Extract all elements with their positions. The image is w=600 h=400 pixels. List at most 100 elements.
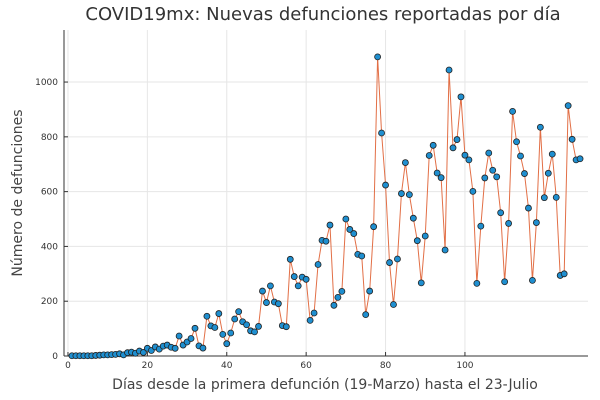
data-point <box>568 135 576 143</box>
data-point <box>540 194 548 202</box>
data-point <box>485 149 493 157</box>
data-point <box>529 276 536 284</box>
data-point <box>326 221 334 229</box>
data-point <box>489 166 497 174</box>
data-point <box>378 129 385 137</box>
data-point <box>294 282 302 290</box>
data-point <box>243 321 251 329</box>
data-point <box>413 237 421 245</box>
data-point <box>382 181 389 189</box>
data-point <box>322 237 330 245</box>
y-tick-label: 0 <box>52 352 58 362</box>
ticks: 0 200 400 600 800 1000 0 20 40 60 80 100 <box>35 78 474 371</box>
x-tick-label: 80 <box>380 361 392 371</box>
data-point <box>374 53 382 61</box>
data-point <box>267 282 274 290</box>
x-tick-label: 20 <box>142 361 154 371</box>
data-point <box>314 261 322 268</box>
x-tick-label: 100 <box>456 361 473 371</box>
data-point <box>552 193 560 201</box>
data-point <box>259 287 266 295</box>
data-point <box>139 349 147 356</box>
data-point <box>405 191 413 199</box>
data-point <box>525 204 532 212</box>
data-point <box>493 173 501 181</box>
data-point <box>302 275 310 283</box>
data-point <box>457 93 465 101</box>
data-point <box>390 301 397 308</box>
data-point <box>282 323 290 331</box>
data-point <box>409 214 417 222</box>
data-point <box>497 209 505 217</box>
data-point <box>386 259 393 266</box>
y-tick-label: 1000 <box>35 78 58 88</box>
series-points <box>68 53 584 360</box>
data-point <box>517 152 524 160</box>
data-point <box>473 279 481 287</box>
data-point <box>199 344 207 352</box>
data-point <box>465 156 473 164</box>
data-point <box>203 312 211 320</box>
data-point <box>425 152 433 159</box>
data-point <box>227 329 235 337</box>
data-point <box>334 293 342 301</box>
x-tick-label: 0 <box>65 361 71 371</box>
data-point <box>370 223 378 231</box>
y-tick-label: 600 <box>41 188 58 198</box>
data-point <box>398 190 405 197</box>
data-point <box>358 252 366 260</box>
y-tick-label: 200 <box>41 297 58 307</box>
data-point <box>251 328 258 336</box>
series-line-path <box>71 56 581 357</box>
data-point <box>290 273 298 280</box>
data-point <box>449 144 457 152</box>
data-point <box>544 169 552 177</box>
data-point <box>175 332 183 340</box>
data-point <box>429 141 437 149</box>
data-point <box>453 136 461 143</box>
data-point <box>437 174 445 182</box>
data-point <box>513 138 520 146</box>
data-point <box>421 232 429 240</box>
data-point <box>223 340 231 348</box>
data-point <box>433 169 441 177</box>
data-point <box>477 222 485 230</box>
data-point <box>263 299 270 306</box>
x-tick-label: 40 <box>221 361 233 371</box>
data-point <box>481 174 489 182</box>
data-point <box>350 230 358 237</box>
data-point <box>362 311 370 319</box>
data-point <box>401 159 409 166</box>
data-point <box>548 150 556 158</box>
data-point <box>211 324 219 331</box>
data-point <box>441 246 449 254</box>
data-point <box>417 279 425 287</box>
y-tick-label: 800 <box>41 133 58 143</box>
data-point <box>342 215 350 223</box>
data-point <box>560 270 568 278</box>
data-point <box>469 187 477 195</box>
data-point <box>445 66 453 74</box>
data-point <box>394 255 401 263</box>
y-axis-label: Número de defunciones <box>10 109 26 276</box>
chart-title: COVID19mx: Nuevas defunciones reportadas… <box>85 4 560 25</box>
data-point <box>521 170 528 177</box>
data-point <box>231 315 239 323</box>
data-point <box>461 151 469 159</box>
data-point <box>274 300 282 308</box>
data-point <box>346 226 354 233</box>
data-point <box>505 220 513 227</box>
data-point <box>532 219 540 226</box>
series-line <box>71 56 581 357</box>
data-point <box>564 102 572 110</box>
data-point <box>215 310 223 317</box>
data-point <box>536 123 544 131</box>
data-point <box>286 255 294 263</box>
data-point <box>191 324 199 332</box>
data-point <box>366 287 374 295</box>
data-point <box>501 278 509 286</box>
data-point <box>509 107 516 115</box>
x-tick-label: 60 <box>300 361 312 371</box>
